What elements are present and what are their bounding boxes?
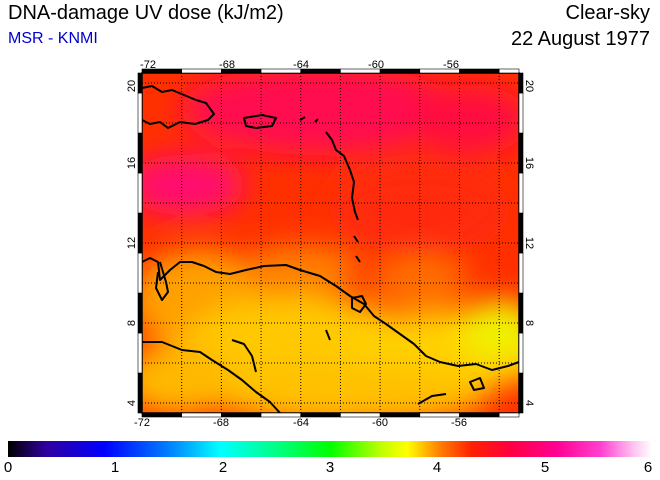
frame-band — [137, 372, 143, 414]
frame-band — [518, 292, 524, 334]
frame-band — [518, 172, 524, 214]
frame-band — [518, 332, 524, 374]
frame-band — [518, 72, 524, 94]
colorbar-label: 3 — [325, 459, 335, 476]
colorbar — [8, 441, 652, 457]
lon-tick-top: -60 — [368, 59, 384, 71]
frame-band — [137, 72, 143, 94]
uv-dose-map: -72 -68 -64 -60 -56 -72 -68 -64 -60 -56 … — [126, 59, 535, 429]
colorbar-label: 5 — [540, 459, 550, 476]
colorbar-label: 2 — [218, 459, 228, 476]
frame-band — [137, 92, 143, 134]
lon-tick-top: -56 — [443, 59, 459, 71]
frame-band — [137, 252, 143, 294]
lon-tick-top: -64 — [293, 59, 309, 71]
frame-band — [518, 252, 524, 294]
frame-band — [518, 212, 524, 254]
frame-band — [137, 292, 143, 334]
sky-condition-label: Clear-sky — [565, 2, 650, 24]
dose-field — [142, 73, 519, 413]
colorbar-label: 1 — [110, 459, 120, 476]
lon-tick-top: -72 — [140, 59, 156, 71]
frame-band — [137, 172, 143, 214]
lat-tick-right: 20 — [523, 80, 535, 92]
lon-tick-bottom: -64 — [293, 417, 309, 429]
colorbar-label: 0 — [3, 459, 13, 476]
source-label: MSR - KNMI — [8, 30, 98, 47]
lat-tick-right: 8 — [523, 320, 535, 326]
date-label: 22 August 1977 — [510, 28, 650, 50]
coastlines — [141, 85, 520, 414]
lat-tick-left: 8 — [126, 320, 138, 326]
frame-band — [518, 132, 524, 174]
frame-band — [498, 68, 520, 74]
lon-tick-bottom: -68 — [213, 417, 229, 429]
lat-tick-left: 12 — [126, 237, 138, 249]
frame-band — [518, 372, 524, 414]
frame-band — [137, 212, 143, 254]
lat-tick-right: 16 — [523, 157, 535, 169]
lat-tick-left: 4 — [126, 400, 138, 406]
lat-tick-left: 20 — [126, 80, 138, 92]
frame-band — [498, 412, 520, 418]
frame-band — [181, 68, 222, 74]
frame-band — [459, 68, 500, 74]
lat-tick-right: 4 — [523, 400, 535, 406]
lat-tick-left: 16 — [126, 157, 138, 169]
lon-tick-top: -68 — [219, 59, 235, 71]
lat-tick-right: 12 — [523, 237, 535, 249]
lon-tick-bottom: -60 — [372, 417, 388, 429]
axis-ticks-bands — [137, 68, 524, 418]
frame-band — [137, 332, 143, 374]
colorbar-label: 4 — [432, 459, 442, 476]
frame-band — [518, 92, 524, 134]
lon-tick-bottom: -72 — [134, 417, 150, 429]
frame-band — [137, 132, 143, 174]
frame-band — [379, 68, 421, 74]
colorbar-label: 6 — [643, 459, 653, 476]
lon-tick-bottom: -56 — [451, 417, 467, 429]
map-title: DNA-damage UV dose (kJ/m2) — [8, 2, 284, 24]
